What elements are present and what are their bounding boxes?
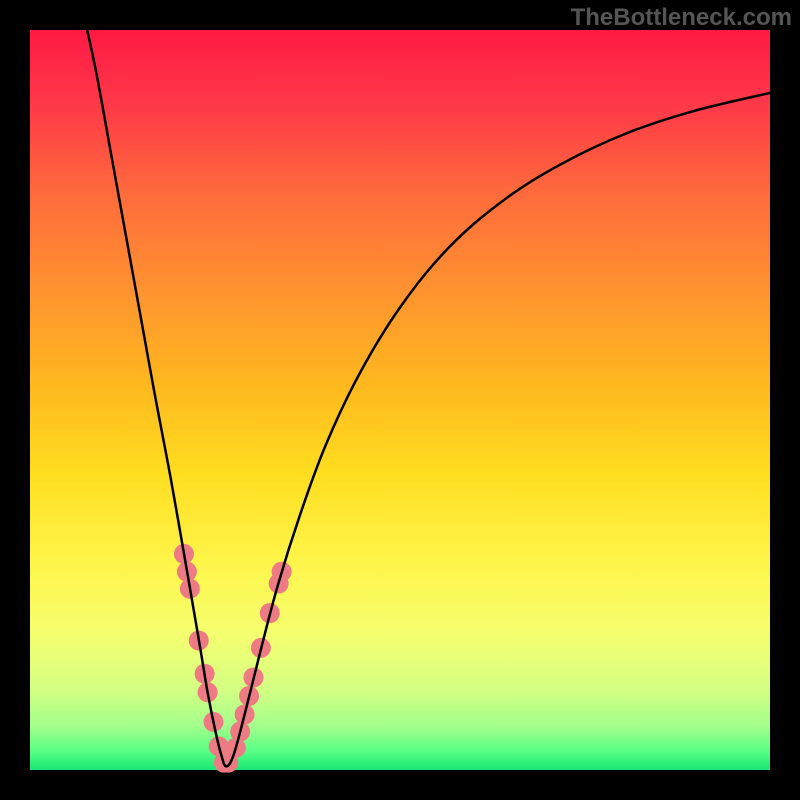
watermark-text: TheBottleneck.com [571,4,792,32]
plot-area [30,30,770,770]
chart-root: { "canvas": { "width": 800, "height": 80… [0,0,800,800]
curve-layer [30,30,770,770]
scatter-group [174,544,292,773]
bottleneck-curve [86,23,771,767]
